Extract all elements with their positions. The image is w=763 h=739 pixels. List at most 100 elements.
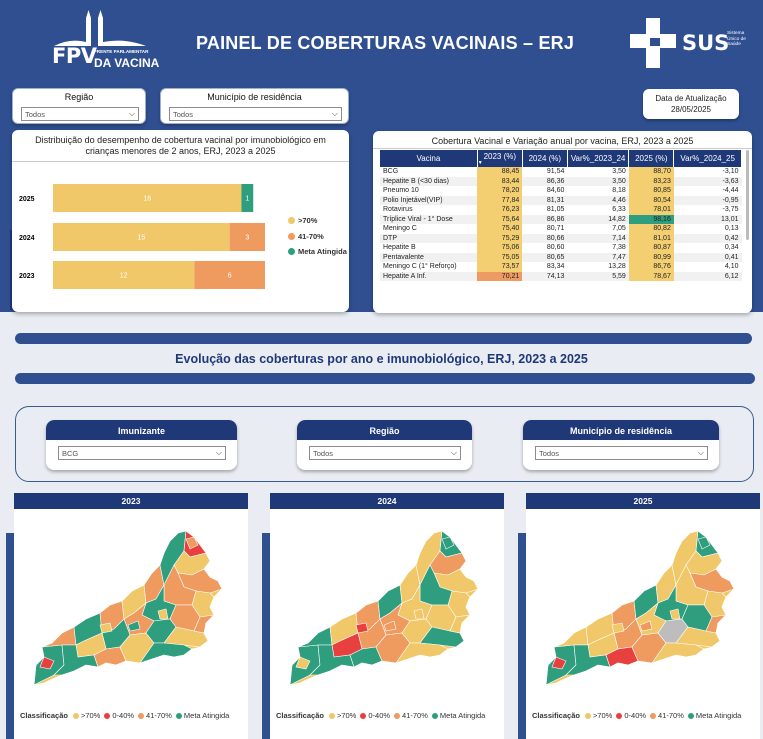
bar-segment[interactable] — [241, 184, 254, 212]
municipality-shape[interactable] — [99, 622, 113, 634]
chevron-down-icon: ⌵ — [450, 448, 457, 457]
municipality-shape[interactable] — [553, 626, 589, 648]
municipality-shape[interactable] — [413, 608, 425, 620]
table-row[interactable]: Meningo C (1° Reforço) 73,57 83,34 13,28 86,… — [380, 262, 742, 272]
table-cell: 77,84 — [477, 195, 523, 205]
chevron-down-icon: ⌵ — [128, 109, 135, 118]
municipality-shape[interactable] — [127, 620, 141, 632]
map-legend-item: >70% — [328, 711, 356, 720]
column-header[interactable]: 2023 (%) ▼ — [477, 150, 523, 167]
table-row[interactable]: Hepatite B 75,06 80,60 7,38 80,87 0,34 — [380, 243, 742, 253]
column-header[interactable]: Var%_2023_24 — [567, 150, 630, 167]
municipality-shape[interactable] — [157, 608, 169, 620]
map-legend: Classificação >70% 0-40% 41-70% Meta Atingid… — [20, 711, 233, 720]
table-row[interactable]: Polio Injetável(VIP) 77,84 81,31 4,46 80,54-… — [380, 195, 742, 205]
bar-year-label: 2024 — [19, 235, 35, 242]
map-card-2024: 2024 Classificação >70% 0-40% 41-70% Meta At… — [262, 493, 504, 739]
table-cell: 91,54 — [546, 168, 565, 175]
table-cell: 80,71 — [546, 225, 565, 232]
municipality-shape[interactable] — [639, 620, 653, 632]
table-row[interactable]: DTP 75,29 80,66 7,14 81,01 0,42 — [380, 233, 742, 243]
table-cell: 5,59 — [567, 271, 629, 281]
municipality-shape[interactable] — [39, 656, 55, 670]
table-cell: 75,64 — [477, 214, 523, 224]
municipality-shape[interactable] — [611, 622, 625, 634]
municipality-shape[interactable] — [41, 626, 77, 648]
table-row[interactable]: Hepatite B (<30 dias) 83,44 86,36 3,50 83,23… — [380, 176, 742, 186]
table-cell: 78,20 — [477, 186, 523, 196]
table-cell: -3,63 — [673, 176, 742, 186]
table-cell: DTP — [380, 233, 478, 243]
table-cell: 0,42 — [673, 233, 742, 243]
table-cell: 83,34 — [546, 263, 565, 270]
fpv-logo-text: FPV — [52, 44, 97, 68]
table-row[interactable]: Rotavirus 76,23 81,05 6,33 78,01 -3,75 — [380, 205, 742, 215]
fpv-logo: FPV FRENTE PARLAMENTAR DA VACINA — [50, 8, 159, 70]
table-row[interactable]: Tríplice Viral - 1° Dose 75,64 86,86 14,82 9… — [380, 214, 742, 224]
bar-segment[interactable] — [53, 223, 230, 251]
column-header[interactable]: 2025 (%) — [628, 150, 675, 167]
bar-segment[interactable] — [229, 223, 265, 251]
table-cell: 81,31 — [522, 195, 568, 205]
municipality-shape[interactable] — [355, 622, 369, 634]
municipality-shape[interactable] — [297, 626, 333, 648]
municipality-shape[interactable] — [185, 536, 199, 550]
legend-dot — [328, 712, 335, 719]
table-cell: 80,87 — [628, 243, 674, 253]
legend-dot — [360, 712, 367, 719]
table-cell: 86,76 — [628, 262, 674, 272]
update-date-card: Data de Atualização 28/05/2025 — [643, 89, 739, 119]
rj-choropleth-map[interactable] — [14, 515, 248, 715]
municipality-shape[interactable] — [383, 620, 397, 632]
legend-dot — [175, 712, 182, 719]
municipality-shape[interactable] — [669, 608, 681, 620]
legend-item-41-70: 41-70% — [288, 232, 324, 241]
bar-chart: 2025 16 1 2024 15 3 2023 12 6 — [19, 184, 265, 289]
column-header[interactable]: 2024 (%) — [522, 150, 568, 167]
municipio-dropdown[interactable]: Todos ⌵ — [169, 107, 342, 121]
sus-cross-icon — [630, 18, 676, 68]
bar-data-label: 16 — [143, 196, 151, 203]
table-cell: 75,05 — [477, 252, 523, 262]
imunizante-dropdown[interactable]: BCG ⌵ — [58, 446, 226, 460]
legend-dot — [616, 712, 623, 719]
table-row[interactable]: BCG 88,45 91,54 3,50 88,70 -3,10 — [380, 167, 742, 177]
chevron-down-icon: ⌵ — [215, 448, 222, 457]
municipality-shape[interactable] — [697, 536, 711, 550]
table-cell: Pentavalente — [380, 252, 478, 262]
column-header[interactable]: Var%_2024_25 — [673, 150, 742, 167]
table-cell: Meningo C (1° Reforço) — [383, 263, 457, 270]
bar-segment[interactable] — [53, 184, 242, 212]
filter-regiao-top: Região Todos ⌵ — [12, 88, 146, 124]
table-cell: 80,54 — [628, 195, 674, 205]
separator-top — [15, 333, 752, 344]
bar-segment[interactable] — [194, 261, 265, 289]
filter-regiao-bottom: Região Todos ⌵ — [297, 420, 472, 470]
legend-dot — [104, 712, 111, 719]
bar-segment[interactable] — [53, 261, 195, 289]
regiao-bottom-dropdown[interactable]: Todos ⌵ — [309, 446, 461, 460]
legend-dot — [288, 217, 295, 224]
rj-choropleth-map[interactable] — [270, 515, 504, 715]
rj-choropleth-map[interactable] — [526, 515, 760, 715]
table-scrollbar[interactable] — [746, 150, 749, 240]
update-date: 28/05/2025 — [670, 105, 712, 114]
table-cell: 6,12 — [673, 271, 742, 281]
section-title: Evolução das coberturas por ano e imunob… — [175, 352, 588, 366]
table-row[interactable]: Meningo C 75,40 80,71 7,05 80,82 0,13 — [380, 224, 742, 234]
regiao-dropdown[interactable]: Todos ⌵ — [21, 107, 139, 121]
map-legend-item: Meta Atingida — [431, 711, 485, 720]
municipio-bottom-dropdown[interactable]: Todos ⌵ — [535, 446, 708, 460]
legend-dot — [394, 712, 401, 719]
map-legend: Classificação >70% 0-40% 41-70% Meta Atingid… — [532, 711, 745, 720]
column-header[interactable]: Vacina — [380, 150, 478, 167]
municipality-shape[interactable] — [441, 536, 455, 550]
filter-municipio-bottom: Município de residência Todos ⌵ — [523, 420, 719, 470]
municipality-shape[interactable] — [551, 656, 567, 670]
table-row[interactable]: Pentavalente 75,05 80,65 7,47 80,99 0,41 — [380, 252, 742, 262]
table-row[interactable]: Pneumo 10 78,20 84,60 8,18 80,85 -4,44 — [380, 186, 742, 196]
chevron-down-icon: ⌵ — [331, 109, 338, 118]
table-row[interactable]: Hepatite A Inf. 70,21 74,13 5,59 78,67 6,12 — [380, 271, 742, 281]
filter-imunizante: Imunizante BCG ⌵ — [46, 420, 237, 470]
municipality-shape[interactable] — [295, 656, 311, 670]
